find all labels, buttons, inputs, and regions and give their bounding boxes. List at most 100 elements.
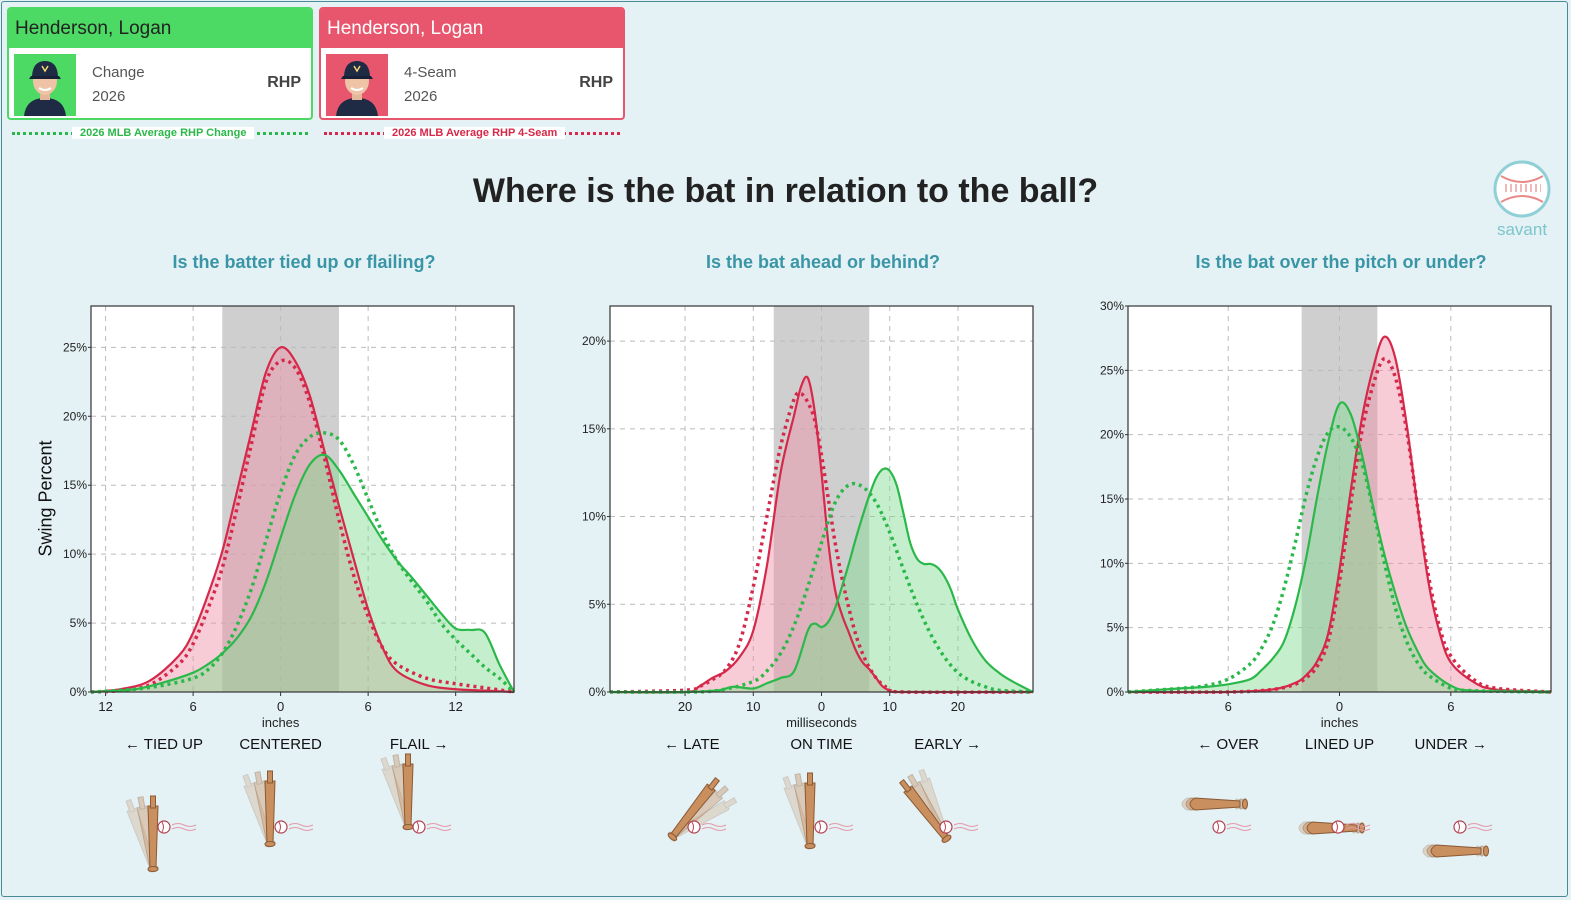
- series-red-dotted-line: [90, 358, 515, 694]
- y-tick-label: 0%: [589, 685, 607, 699]
- y-tick-label: 20%: [1100, 428, 1124, 442]
- x-tick-label: 6: [365, 699, 372, 714]
- series-green-dotted-line: [1127, 424, 1552, 694]
- baseball-icon: [1453, 820, 1493, 834]
- y-tick-label: 10%: [63, 547, 87, 561]
- pitcher-name: Henderson, Logan: [9, 9, 311, 48]
- x-tick-label: 6: [1225, 699, 1232, 714]
- y-tick-label: 10%: [582, 510, 606, 524]
- y-tick-label: 10%: [1100, 556, 1124, 570]
- legend-label: 2026 MLB Average RHP 4-Seam: [384, 127, 566, 139]
- plot-border: [609, 305, 1034, 693]
- y-tick-label: 30%: [1100, 299, 1124, 313]
- x-tick-label: 12: [98, 699, 112, 714]
- x-axis-label: inches: [1321, 715, 1359, 730]
- baseball-icon: [814, 820, 854, 834]
- series-green-area: [1128, 402, 1551, 692]
- category-label-lined-up: LINED UP: [1304, 736, 1375, 753]
- series-green-dotted-line: [90, 430, 516, 694]
- pitch-type: Change: [92, 64, 145, 81]
- y-tick-label: 0%: [70, 685, 88, 699]
- series-green-solid-line: [90, 453, 515, 694]
- season: 2026: [92, 88, 126, 105]
- x-tick-label: 20: [678, 699, 692, 714]
- chart-3-title: Is the bat over the pitch or under?: [1195, 252, 1487, 272]
- season: 2026: [404, 88, 438, 105]
- y-tick-label: 20%: [63, 409, 87, 423]
- category-label-over: ← OVER: [1197, 736, 1260, 753]
- x-tick-label: 10: [746, 699, 760, 714]
- x-tick-label: 10: [882, 699, 896, 714]
- category-label-early: EARLY →: [914, 736, 982, 753]
- chart-3: 0% 5% 10% 15% 20% 25% 30% 6 0 6 inches: [1100, 299, 1552, 730]
- pitcher-card-4-seam[interactable]: Henderson, Logan 4-Seam 2026 RHP: [319, 7, 625, 120]
- avatar: [14, 54, 76, 116]
- chart-1-title: Is the batter tied up or flailing?: [172, 252, 436, 272]
- series-green-solid-line: [609, 467, 1034, 694]
- bat-centered-icon: [240, 770, 277, 849]
- chart-1: 0% 5% 10% 15% 20% 25% 12 6 0 6 12 inches: [63, 305, 516, 730]
- avatar: [326, 54, 388, 116]
- x-axis-label: milliseconds: [786, 715, 857, 730]
- series-red-area: [610, 376, 1033, 693]
- x-tick-label: 0: [277, 699, 284, 714]
- category-label-flail: FLAIL →: [389, 736, 449, 753]
- series-red-dotted-line: [1127, 356, 1552, 694]
- category-label-tied-up: ← TIED UP: [124, 736, 203, 753]
- legend-change-average: 2026 MLB Average RHP Change: [10, 125, 310, 143]
- baseball-icon: [1212, 820, 1252, 834]
- chart-2-title: Is the bat ahead or behind?: [705, 252, 941, 272]
- legend-label: 2026 MLB Average RHP Change: [72, 127, 255, 139]
- y-tick-label: 5%: [589, 597, 607, 611]
- y-tick-label: 5%: [1107, 621, 1125, 635]
- x-tick-label: 6: [1447, 699, 1454, 714]
- category-label-under: UNDER →: [1414, 736, 1488, 753]
- category-label-late: ← LATE: [664, 736, 720, 753]
- bat-over-icon: [1181, 797, 1248, 811]
- savant-logo[interactable]: savant: [1491, 158, 1553, 240]
- y-tick-label: 0%: [1107, 685, 1125, 699]
- x-tick-label: 6: [189, 699, 196, 714]
- plot-border: [90, 305, 515, 693]
- series-red-area: [1128, 336, 1551, 693]
- pitcher-hand: RHP: [579, 74, 613, 91]
- pitch-type: 4-Seam: [404, 64, 457, 81]
- pitcher-hand: RHP: [267, 74, 301, 91]
- y-tick-label: 25%: [1100, 363, 1124, 377]
- baseball-icon: [274, 820, 314, 834]
- bat-flail-icon: [378, 753, 415, 832]
- series-red-solid-line: [90, 346, 515, 694]
- x-axis-label: inches: [262, 715, 300, 730]
- series-green-solid-line: [1127, 401, 1552, 694]
- bat-on-time-icon: [780, 772, 817, 851]
- baseball-icon: [412, 820, 452, 834]
- y-tick-label: 25%: [63, 340, 87, 354]
- bat-under-icon: [1422, 844, 1489, 858]
- baseball-icon: [157, 820, 197, 834]
- y-tick-label: 15%: [582, 422, 606, 436]
- pitcher-name: Henderson, Logan: [321, 9, 623, 48]
- x-tick-label: 0: [818, 699, 825, 714]
- baseball-icon: [939, 820, 979, 834]
- baseball-icon: [687, 820, 727, 834]
- category-label-on-time: ON TIME: [790, 736, 853, 753]
- category-label-centered: CENTERED: [239, 736, 322, 753]
- bat-tied-up-icon: [123, 795, 160, 874]
- pitcher-card-change[interactable]: Henderson, Logan Change 2026 RHP: [7, 7, 313, 120]
- series-green-area: [91, 454, 514, 692]
- legend-4-seam-average: 2026 MLB Average RHP 4-Seam: [322, 125, 622, 143]
- chart-2: 0% 5% 10% 15% 20% 20 10 0 10 20 milliseconds: [582, 305, 1034, 730]
- x-tick-label: 20: [951, 699, 965, 714]
- series-green-area: [610, 468, 1033, 693]
- page-title: Where is the bat in relation to the ball…: [472, 172, 1099, 210]
- logo-text: savant: [1496, 220, 1548, 239]
- x-tick-label: 0: [1336, 699, 1343, 714]
- y-tick-label: 15%: [1100, 492, 1124, 506]
- y-tick-label: 15%: [63, 478, 87, 492]
- baseball-icon: [1493, 160, 1551, 218]
- plot-border: [1127, 305, 1552, 693]
- series-green-dotted-line: [609, 481, 1034, 694]
